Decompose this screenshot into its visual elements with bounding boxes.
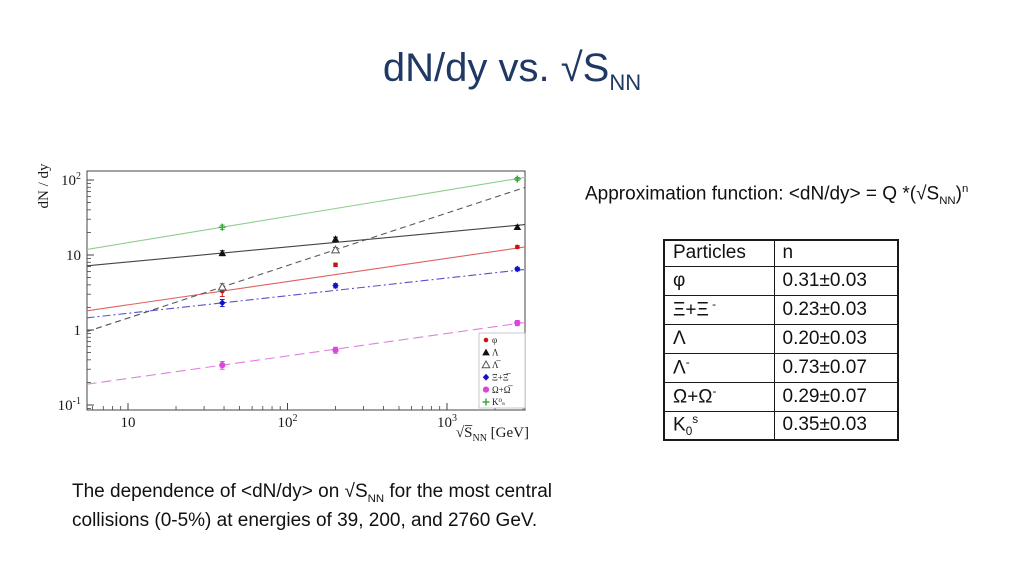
n-value-cell: 0.29±0.07 <box>773 381 899 412</box>
fit-line-phi <box>87 246 525 312</box>
n-value-cell: 0.23±0.03 <box>773 294 899 325</box>
y-tick-label: 10 <box>66 248 81 264</box>
table-row: Ξ+Ξ -0.23±0.03 <box>663 294 899 325</box>
particle-cell: Λ <box>663 323 775 354</box>
fit-line-xi <box>87 268 525 319</box>
series-xi <box>219 265 521 308</box>
data-points <box>217 175 522 370</box>
n-value-cell: 0.73±0.07 <box>773 352 899 383</box>
series-lambda <box>218 223 522 257</box>
table-row: φ 0.31±0.03 <box>663 265 899 296</box>
particle-cell: Ξ+Ξ - <box>663 294 775 325</box>
n-value-cell: 0.20±0.03 <box>773 323 899 354</box>
chart-svg: 10 102 103 10-1 1 10 102 dN / dy √S̅NN [GeV] φΛ Λ̅… <box>36 163 529 444</box>
table-header-particles: Particles <box>663 239 775 267</box>
particle-cell: φ <box>663 265 775 296</box>
n-value-cell: 0.35±0.03 <box>773 410 899 441</box>
x-tick-label: 10 <box>121 415 136 431</box>
fit-line-anti-lambda <box>87 186 525 333</box>
y-tick-label: 1 <box>74 323 82 339</box>
fit-line-lambda <box>87 224 525 267</box>
approximation-function-text: Approximation function: <dN/dy> = Q *(√S… <box>585 183 969 208</box>
particles-table: Particles n φ 0.31±0.03 Ξ+Ξ -0.23±0.03 Λ 0.2… <box>663 239 899 441</box>
legend-label-omega: Ω+Ω̅ <box>492 385 513 395</box>
fit-line-omega <box>87 321 525 385</box>
caption: The dependence of <dN/dy> on √SNN for th… <box>72 481 553 531</box>
chart: 10 102 103 10-1 1 10 102 dN / dy √S̅NN [GeV] φ Λ Λ̅… <box>32 148 542 458</box>
table-header-row: Particles n <box>663 239 899 267</box>
table-header-n: n <box>773 239 899 267</box>
table-row: Ω+Ω- 0.29±0.07 <box>663 381 899 412</box>
particle-cell: Λ- <box>663 352 775 383</box>
n-value-cell: 0.31±0.03 <box>773 265 899 296</box>
x-tick-label: 102 <box>278 413 298 431</box>
table-row: Λ 0.20±0.03 <box>663 323 899 354</box>
page-title: dN/dy vs. √SNN <box>382 46 642 95</box>
fit-line-k0s <box>87 176 525 250</box>
y-tick-label: 102 <box>61 171 81 189</box>
x-axis: 10 102 103 <box>92 403 524 431</box>
series-phi <box>219 244 520 297</box>
legend-label-lambda: Λ <box>492 348 499 358</box>
x-axis-title: √S̅NN [GeV] <box>456 425 529 444</box>
y-axis-title: dN / dy <box>36 163 52 209</box>
particle-cell: K0s <box>663 410 775 441</box>
series-k0s <box>218 175 521 231</box>
x-tick-label: 103 <box>437 413 457 431</box>
fit-lines <box>87 176 525 385</box>
svg-text:dN / dy: dN / dy <box>36 163 52 209</box>
table-row: K0s 0.35±0.03 <box>663 410 899 441</box>
legend: φΛ Λ̅ Ξ+Ξ̅ Ω+Ω̅ K⁰ₛ <box>478 332 526 409</box>
plot-frame <box>86 170 526 411</box>
y-axis: 10-1 1 10 102 <box>58 171 94 414</box>
particle-cell: Ω+Ω- <box>663 381 775 412</box>
series-anti-lambda <box>217 245 341 292</box>
series-omega <box>219 319 521 370</box>
legend-label-anti-lambda: Λ̅ <box>492 360 502 370</box>
legend-label-phi: φ <box>492 335 497 345</box>
table-row: Λ- 0.73±0.07 <box>663 352 899 383</box>
legend-label-k0s: K⁰ₛ <box>492 397 505 407</box>
legend-label-xi: Ξ+Ξ̅ <box>492 372 512 382</box>
y-tick-label: 10-1 <box>58 396 81 414</box>
